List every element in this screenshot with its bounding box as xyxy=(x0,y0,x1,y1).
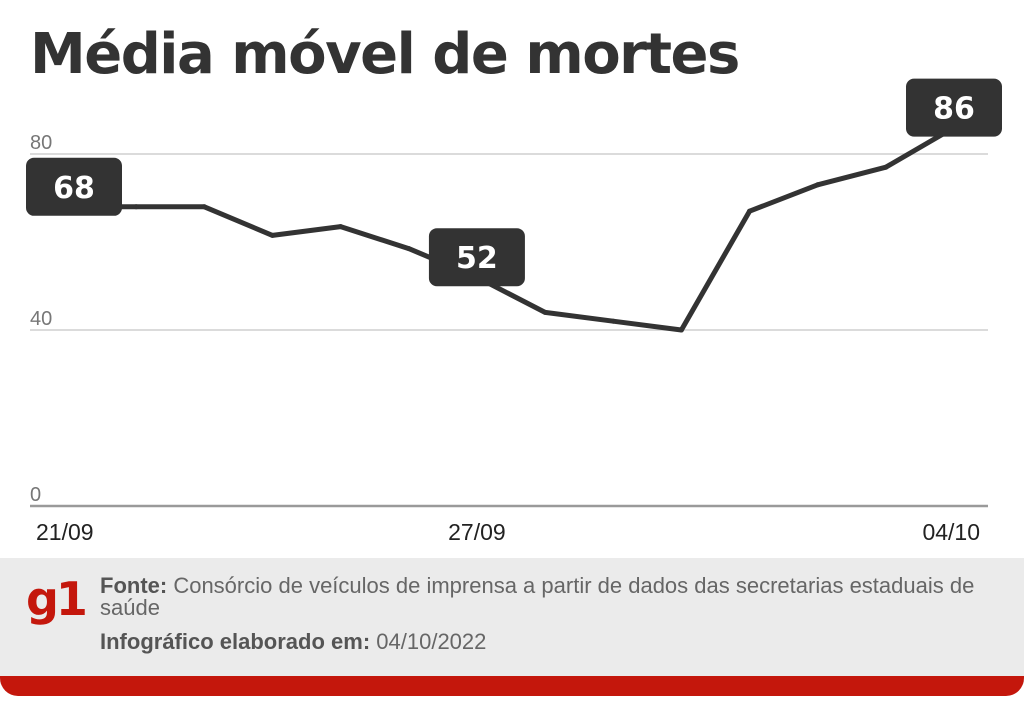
credit-date: 04/10/2022 xyxy=(376,629,487,654)
footer-brand-bar xyxy=(0,676,1024,696)
data-point xyxy=(815,182,821,188)
data-point xyxy=(542,309,548,315)
data-label: 52 xyxy=(456,241,498,276)
data-point xyxy=(883,164,889,170)
data-point xyxy=(678,327,684,333)
x-tick-label: 27/09 xyxy=(448,519,506,545)
data-point xyxy=(133,204,139,210)
footer xyxy=(0,558,1024,684)
data-point xyxy=(201,204,207,210)
source-note: Fonte: Consórcio de veículos de imprensa… xyxy=(100,575,980,619)
data-point xyxy=(406,246,412,252)
data-point xyxy=(269,232,275,238)
series-line xyxy=(65,125,957,333)
credit-note: Infográfico elaborado em: 04/10/2022 xyxy=(100,629,486,655)
data-label-box xyxy=(26,157,122,216)
data-label-box xyxy=(428,228,525,287)
y-tick-label: 0 xyxy=(30,484,41,506)
source-text: Consórcio de veículos de imprensa a part… xyxy=(100,573,975,620)
g1-logo: g1 xyxy=(26,572,88,626)
chart-title: Média móvel de mortes xyxy=(30,22,740,87)
data-label: 68 xyxy=(53,171,95,206)
data-label-box xyxy=(906,78,1002,137)
line-chart: 0 40 80 21/09 27/09 04/10 68 52 86 xyxy=(26,78,1002,545)
data-point xyxy=(338,224,344,230)
data-label: 86 xyxy=(933,92,975,127)
x-tick-label: 04/10 xyxy=(922,519,980,545)
y-tick-label: 80 xyxy=(30,132,52,154)
data-point xyxy=(747,208,753,214)
x-tick-label: 21/09 xyxy=(36,519,94,545)
y-tick-label: 40 xyxy=(30,308,52,330)
credit-label: Infográfico elaborado em: xyxy=(100,629,371,654)
source-label: Fonte: xyxy=(100,573,168,598)
data-point xyxy=(610,318,616,324)
